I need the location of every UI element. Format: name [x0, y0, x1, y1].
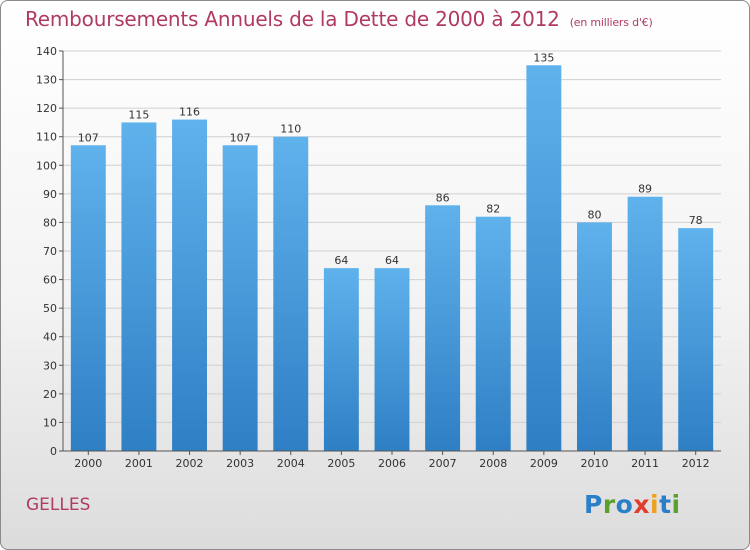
- x-tick-label: 2000: [74, 457, 102, 470]
- data-label: 64: [385, 254, 399, 267]
- y-tick-label: 80: [43, 216, 57, 229]
- logo-letter: i: [671, 490, 681, 519]
- x-axis: 2000 2001 2002 2003 2004 2005 2006 2007 2008 2009…: [63, 450, 721, 470]
- data-label: 135: [533, 51, 554, 64]
- y-axis: 0 10 20 30 40 50 60 70 80 90 100 110 120 130 140: [36, 45, 64, 458]
- y-tick-label: 110: [36, 131, 57, 144]
- bar: [576, 222, 612, 451]
- proxiti-logo: Proxiti: [584, 490, 681, 519]
- bar: [70, 145, 106, 452]
- y-tick-label: 10: [43, 416, 57, 429]
- x-tick-label: 2001: [125, 457, 153, 470]
- y-tick-label: 70: [43, 245, 57, 258]
- data-label: 78: [689, 214, 703, 227]
- data-label: 80: [587, 208, 601, 221]
- commune-name: GELLES: [26, 495, 91, 515]
- y-tick-label: 50: [43, 302, 57, 315]
- x-tick-label: 2011: [631, 457, 659, 470]
- bars: [70, 65, 714, 452]
- bar: [627, 196, 663, 451]
- bar: [323, 268, 359, 451]
- x-tick-label: 2010: [580, 457, 608, 470]
- chart-unit: (en milliers d'€): [569, 16, 653, 29]
- x-tick-label: 2007: [429, 457, 457, 470]
- y-tick-label: 120: [36, 102, 57, 115]
- x-tick-label: 2008: [479, 457, 507, 470]
- y-tick-label: 130: [36, 74, 57, 87]
- x-tick-label: 2004: [277, 457, 305, 470]
- x-tick-label: 2009: [530, 457, 558, 470]
- x-tick-label: 2002: [176, 457, 204, 470]
- x-tick-label: 2006: [378, 457, 406, 470]
- data-label: 89: [638, 183, 652, 196]
- data-label: 107: [78, 131, 99, 144]
- logo-letter: o: [615, 490, 634, 519]
- data-label: 107: [230, 131, 251, 144]
- logo-letter: t: [659, 490, 672, 519]
- data-label: 110: [280, 123, 301, 136]
- data-label: 64: [334, 254, 348, 267]
- y-tick-label: 100: [36, 159, 57, 172]
- data-labels: 107 115 116 107 110 64 64 86 82 135 80 89 78: [78, 51, 703, 267]
- y-tick-label: 90: [43, 188, 57, 201]
- data-label: 82: [486, 203, 500, 216]
- y-tick-label: 140: [36, 45, 57, 58]
- logo-letter: x: [633, 490, 650, 519]
- data-label: 115: [128, 108, 149, 121]
- y-tick-label: 40: [43, 331, 57, 344]
- bar: [425, 205, 461, 451]
- y-tick-label: 0: [50, 445, 57, 458]
- y-tick-label: 60: [43, 274, 57, 287]
- bar: [526, 65, 562, 452]
- bar: [374, 268, 410, 451]
- logo-letter: P: [584, 490, 603, 519]
- y-tick-label: 30: [43, 359, 57, 372]
- data-label: 116: [179, 106, 200, 119]
- bar: [273, 136, 309, 451]
- x-tick-label: 2005: [327, 457, 355, 470]
- chart-title: Remboursements Annuels de la Dette de 20…: [25, 7, 653, 31]
- logo-letter: r: [602, 490, 616, 519]
- bar: [222, 145, 258, 452]
- logo-letter: i: [650, 490, 660, 519]
- chart-title-text: Remboursements Annuels de la Dette de 20…: [25, 7, 560, 31]
- y-tick-label: 20: [43, 388, 57, 401]
- bar: [172, 119, 208, 452]
- x-tick-label: 2003: [226, 457, 254, 470]
- data-label: 86: [436, 191, 450, 204]
- x-tick-label: 2012: [682, 457, 710, 470]
- bar: [121, 122, 157, 451]
- bar: [678, 228, 714, 451]
- bar: [475, 216, 511, 451]
